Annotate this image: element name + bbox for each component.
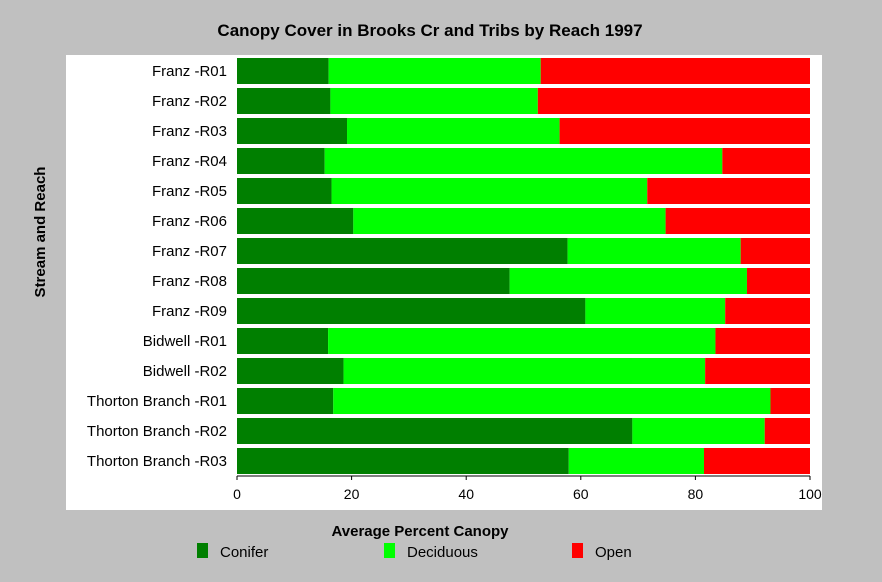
bar-open-3 (722, 148, 810, 174)
bar-conifer-8 (237, 298, 586, 324)
category-label-5: Franz -R06 (152, 213, 227, 230)
category-label-10: Bidwell -R02 (143, 363, 227, 380)
bar-deciduous-9 (328, 328, 716, 354)
category-label-12: Thorton Branch -R02 (87, 423, 227, 440)
bar-conifer-7 (237, 268, 510, 294)
legend-swatch-open (572, 543, 583, 558)
bar-open-13 (703, 448, 810, 474)
x-tick-label-0: 0 (233, 486, 241, 502)
x-tick-label-1: 20 (344, 486, 360, 502)
category-label-9: Bidwell -R01 (143, 333, 227, 350)
bar-conifer-2 (237, 118, 348, 144)
x-tick-label-2: 40 (458, 486, 474, 502)
category-label-4: Franz -R05 (152, 183, 227, 200)
category-label-0: Franz -R01 (152, 63, 227, 80)
bar-open-10 (705, 358, 810, 384)
bar-conifer-10 (237, 358, 344, 384)
bar-open-9 (715, 328, 810, 354)
bar-deciduous-10 (343, 358, 706, 384)
bar-conifer-0 (237, 58, 329, 84)
category-label-8: Franz -R09 (152, 303, 227, 320)
bar-conifer-9 (237, 328, 329, 354)
legend-label-open: Open (595, 544, 632, 561)
bar-deciduous-13 (568, 448, 704, 474)
bar-deciduous-6 (567, 238, 741, 264)
bar-open-1 (537, 88, 810, 114)
bar-deciduous-8 (585, 298, 726, 324)
x-tick-label-4: 80 (688, 486, 704, 502)
legend-label-deciduous: Deciduous (407, 544, 478, 561)
bar-conifer-13 (237, 448, 569, 474)
bar-open-2 (559, 118, 810, 144)
bar-deciduous-2 (347, 118, 560, 144)
category-label-2: Franz -R03 (152, 123, 227, 140)
bars-group (237, 58, 810, 474)
category-label-13: Thorton Branch -R03 (87, 453, 227, 470)
category-label-1: Franz -R02 (152, 93, 227, 110)
bar-deciduous-5 (353, 208, 666, 234)
bar-conifer-3 (237, 148, 325, 174)
category-label-3: Franz -R04 (152, 153, 227, 170)
legend: Conifer Deciduous Open (197, 543, 632, 561)
bar-conifer-11 (237, 388, 334, 414)
x-axis-ticks: 0 20 40 60 80 100 (233, 476, 822, 502)
legend-swatch-deciduous (384, 543, 395, 558)
bar-open-5 (665, 208, 810, 234)
legend-swatch-conifer (197, 543, 208, 558)
category-label-6: Franz -R07 (152, 243, 227, 260)
bar-deciduous-7 (509, 268, 747, 294)
bar-conifer-1 (237, 88, 331, 114)
bar-conifer-12 (237, 418, 633, 444)
bar-conifer-6 (237, 238, 568, 264)
bar-conifer-4 (237, 178, 332, 204)
bar-open-4 (647, 178, 810, 204)
bar-deciduous-3 (324, 148, 723, 174)
category-label-7: Franz -R08 (152, 273, 227, 290)
bar-deciduous-4 (331, 178, 648, 204)
category-label-11: Thorton Branch -R01 (87, 393, 227, 410)
bar-deciduous-11 (333, 388, 771, 414)
bar-deciduous-12 (632, 418, 765, 444)
chart-title: Canopy Cover in Brooks Cr and Tribs by R… (217, 21, 642, 40)
bar-deciduous-1 (330, 88, 538, 114)
y-axis-title: Stream and Reach (32, 167, 49, 298)
x-axis-title: Average Percent Canopy (331, 523, 509, 540)
bar-open-0 (540, 58, 810, 84)
bar-open-11 (770, 388, 810, 414)
x-tick-label-5: 100 (798, 486, 822, 502)
bar-open-6 (740, 238, 810, 264)
bar-open-12 (764, 418, 810, 444)
bar-open-7 (746, 268, 810, 294)
x-tick-label-3: 60 (573, 486, 589, 502)
legend-label-conifer: Conifer (220, 544, 268, 561)
bar-open-8 (725, 298, 810, 324)
bar-deciduous-0 (328, 58, 541, 84)
bar-conifer-5 (237, 208, 354, 234)
category-labels: Franz -R01 Franz -R02 Franz -R03 Franz -R04… (87, 63, 227, 470)
